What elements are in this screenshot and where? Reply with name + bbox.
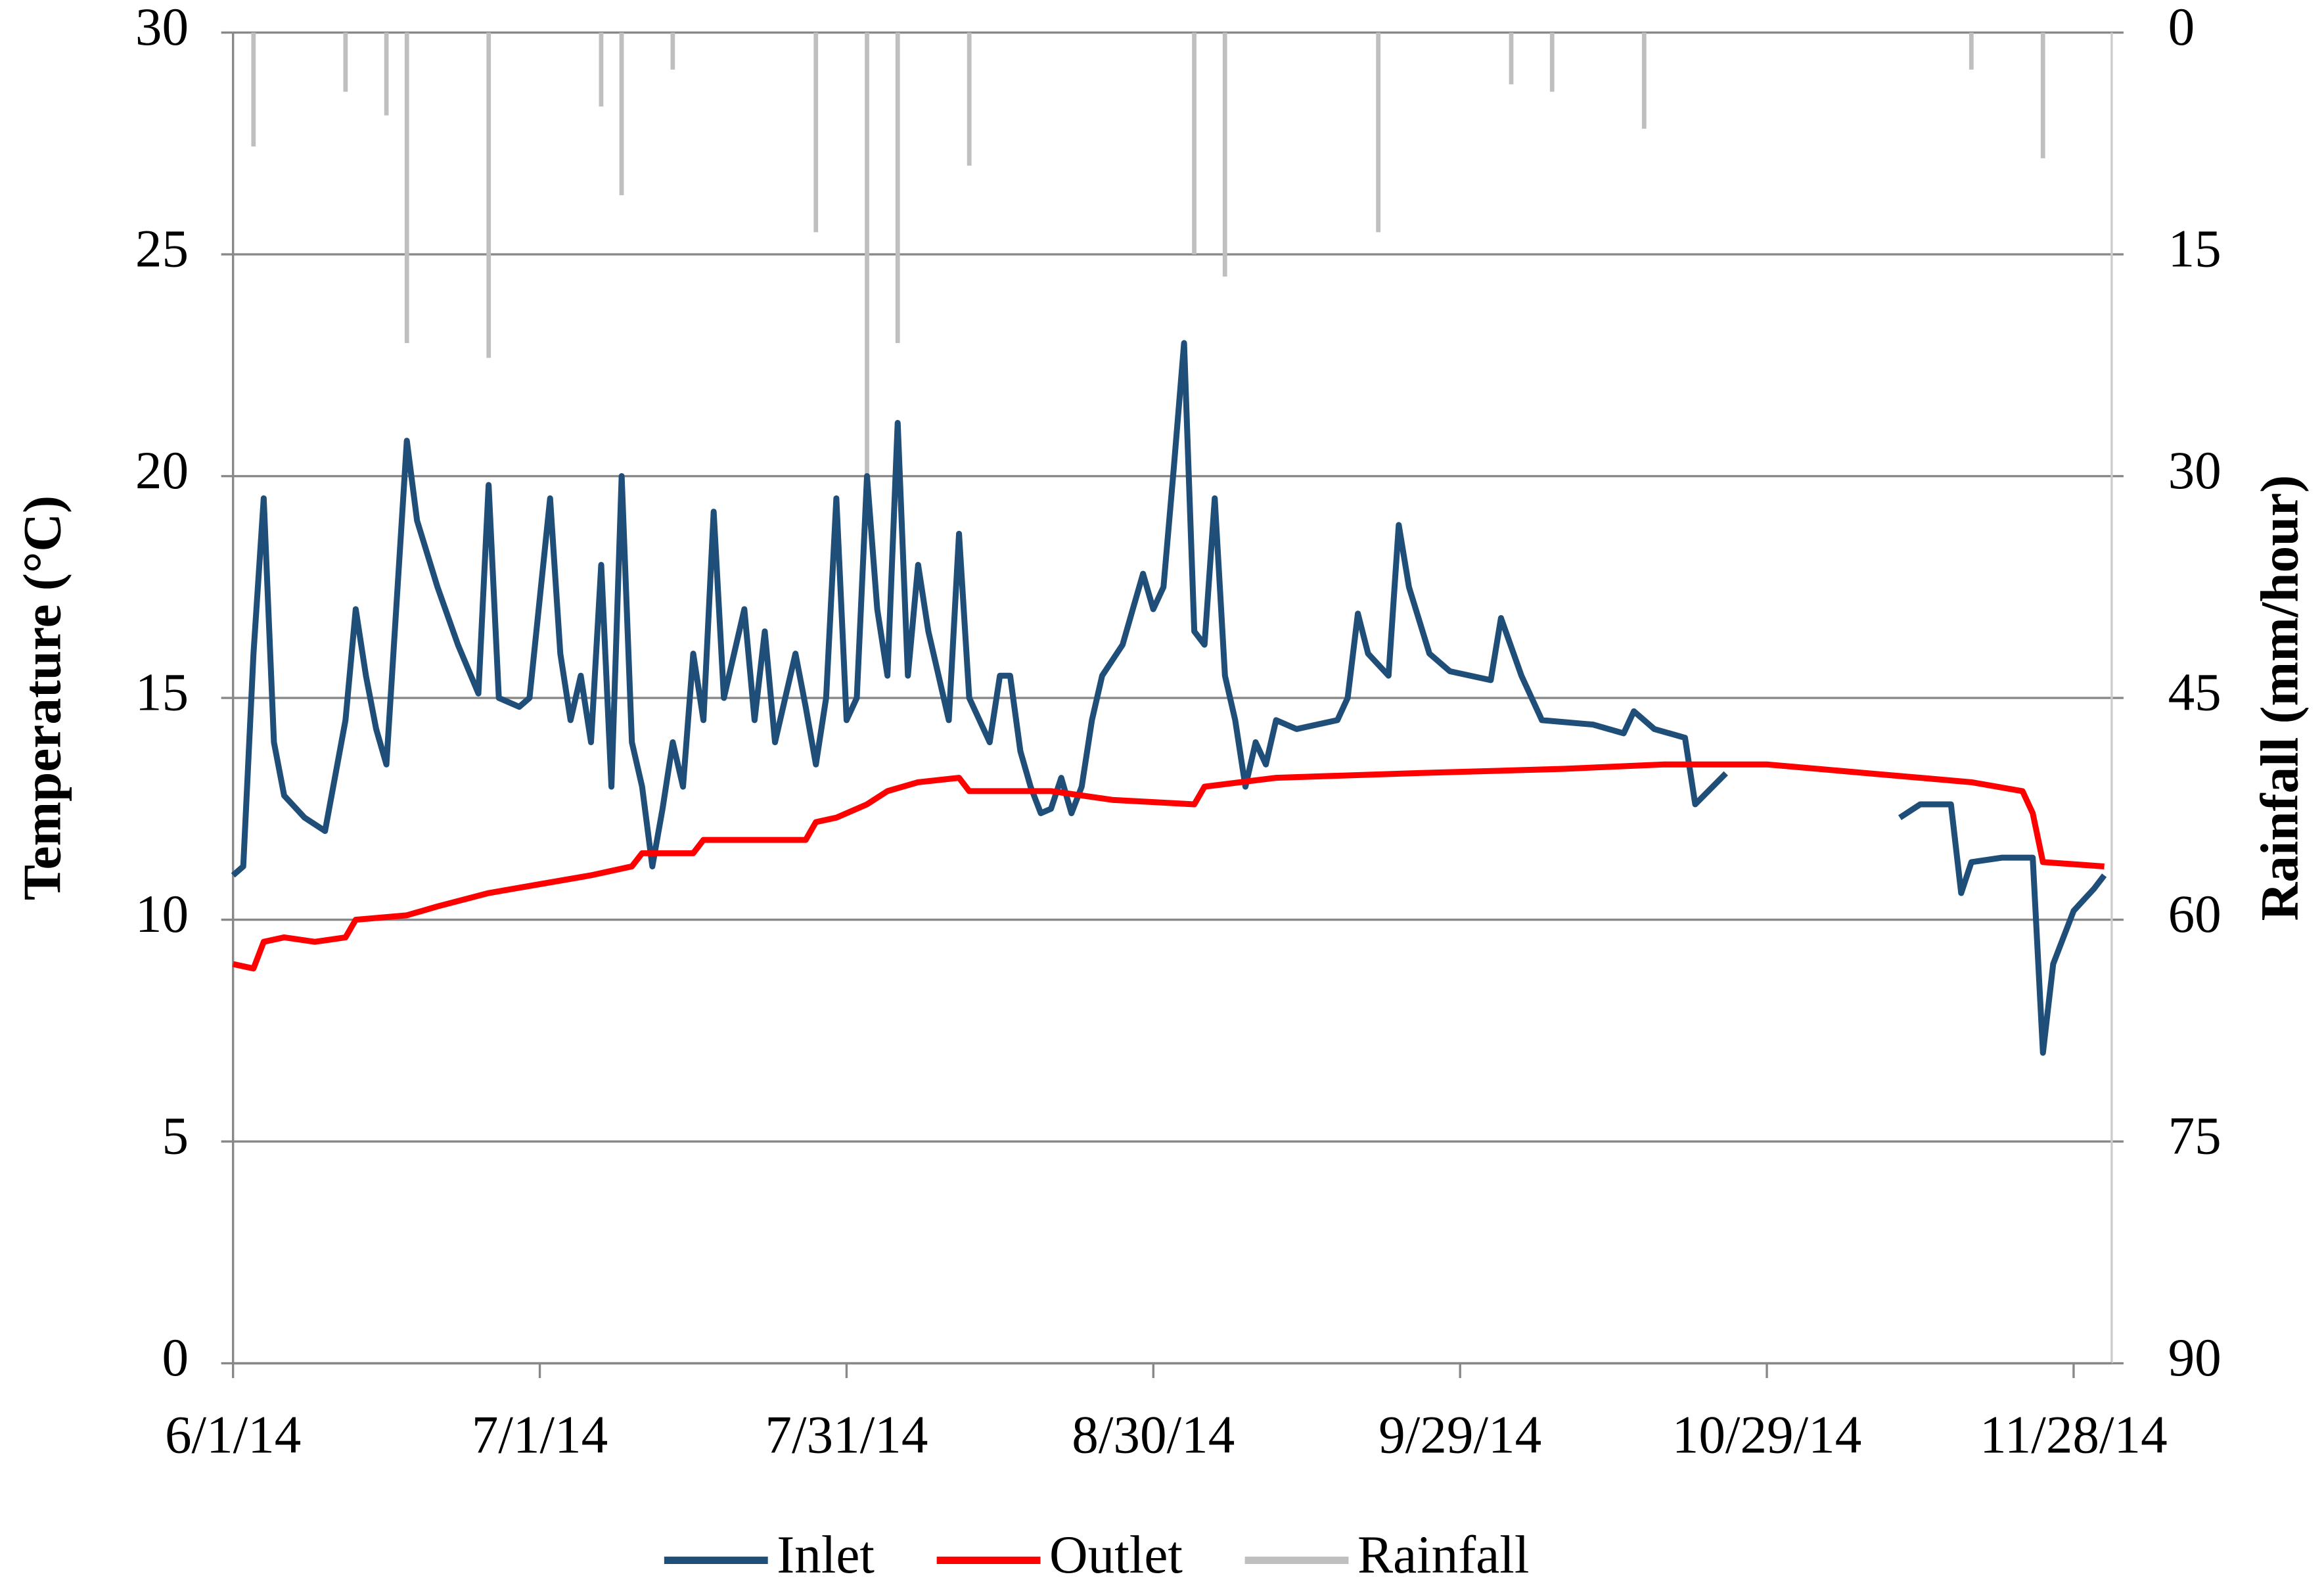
legend-label: Outlet	[1049, 1525, 1183, 1584]
x-tick-label: 6/1/14	[165, 1405, 301, 1464]
y-tick-label: 20	[135, 441, 189, 500]
rain-bar	[1641, 32, 1647, 129]
x-tick-label: 7/31/14	[765, 1405, 928, 1464]
rain-bar	[1969, 32, 1974, 70]
series-line	[231, 340, 2107, 1056]
rain-bar	[967, 32, 972, 166]
rain-bar	[1509, 32, 1514, 85]
x-tick-label: 9/29/14	[1378, 1405, 1541, 1464]
x-tick-label: 10/29/14	[1672, 1405, 1862, 1464]
y2-tick-label: 30	[2168, 441, 2221, 500]
y2-tick-label: 75	[2168, 1107, 2221, 1166]
y-axis-title: Temperature (°C)	[12, 495, 72, 900]
rain-bar	[2040, 32, 2045, 158]
y-tick-label: 10	[135, 885, 189, 944]
y2-tick-label: 45	[2168, 663, 2221, 722]
legend-label: Inlet	[777, 1525, 875, 1584]
y-tick-label: 5	[162, 1107, 189, 1166]
y-tick-label: 15	[135, 663, 189, 722]
rain-bar	[895, 32, 900, 344]
rain-bar	[1222, 32, 1227, 277]
rain-bar	[1376, 32, 1381, 233]
rain-bar	[1549, 32, 1555, 92]
rain-bar	[343, 32, 348, 92]
y-tick-label: 25	[135, 219, 189, 279]
y-tick-label: 0	[162, 1328, 189, 1387]
rain-bar	[404, 32, 409, 344]
x-tick-label: 7/1/14	[472, 1405, 608, 1464]
y2-tick-label: 60	[2168, 885, 2221, 944]
rain-bar	[384, 32, 389, 116]
rain-bar	[486, 32, 491, 358]
rain-bar	[251, 32, 256, 147]
y2-axis-title: Rainfall (mm/hour)	[2250, 475, 2309, 921]
y2-tick-label: 15	[2168, 219, 2221, 279]
legend-label: Rainfall	[1357, 1525, 1529, 1584]
series-line	[232, 761, 2105, 972]
rain-bar	[619, 32, 624, 196]
y2-tick-label: 90	[2168, 1328, 2221, 1387]
rain-bar	[599, 32, 604, 107]
rain-bar	[813, 32, 819, 233]
rain-bar	[670, 32, 675, 70]
y2-tick-label: 0	[2168, 0, 2195, 57]
x-tick-label: 8/30/14	[1072, 1405, 1235, 1464]
rain-bar	[865, 32, 869, 476]
rain-bar	[1192, 32, 1196, 255]
x-tick-label: 11/28/14	[1980, 1405, 2168, 1464]
y-tick-label: 30	[135, 0, 189, 57]
